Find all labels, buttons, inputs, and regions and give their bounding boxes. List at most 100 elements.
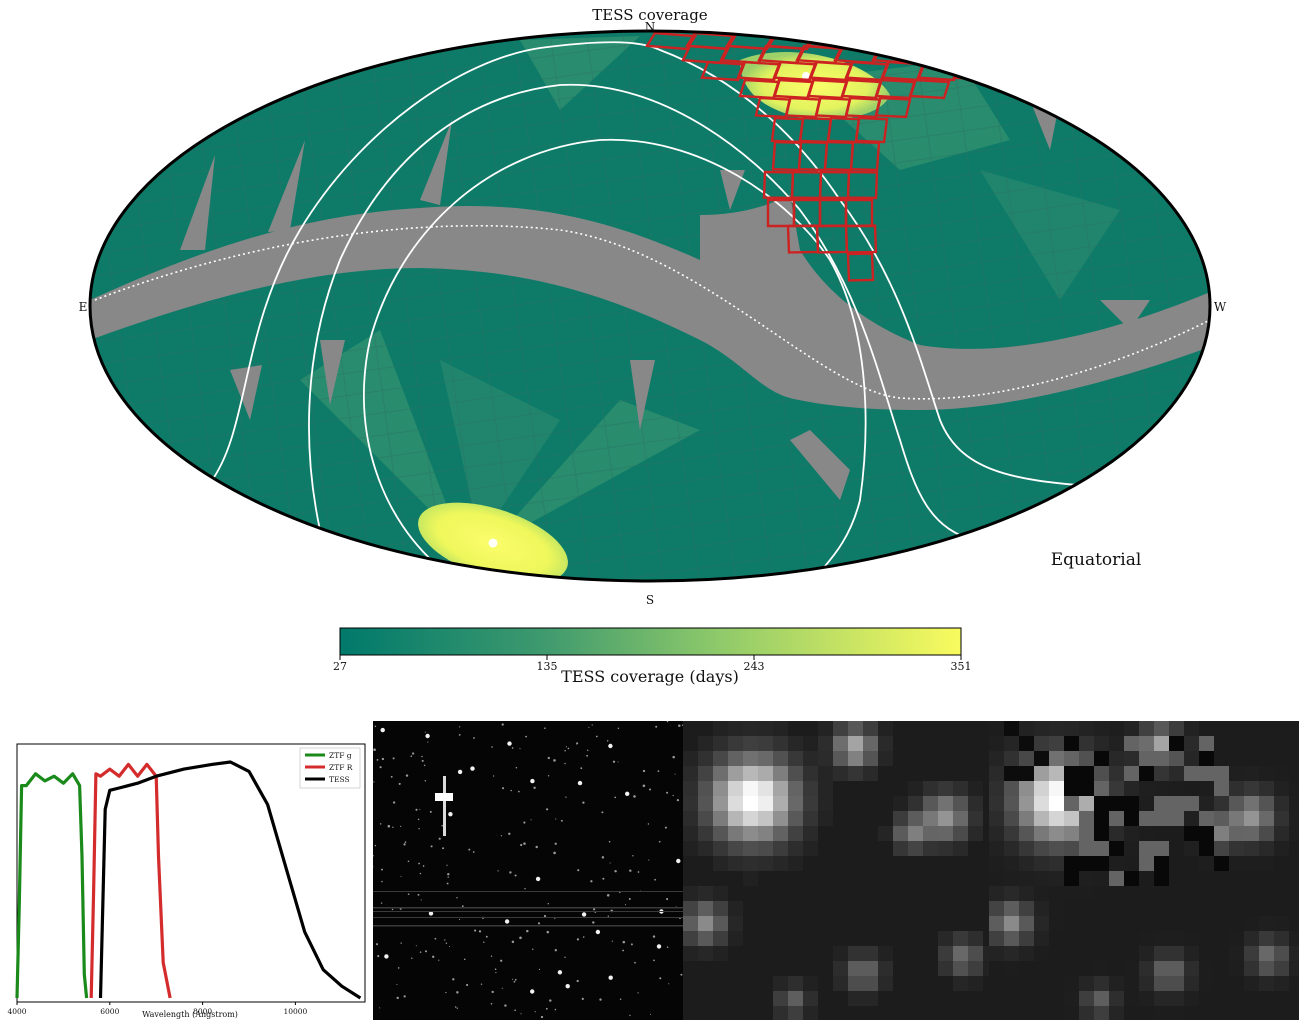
star-85 [504, 919, 510, 924]
pix3-pixel-123 [1259, 796, 1274, 811]
pix3-pixel-390 [1169, 991, 1184, 1006]
pix2-pixel-183 [848, 991, 863, 1006]
star-38 [396, 983, 398, 985]
pix3-pixel-357 [989, 976, 1004, 991]
pix2-pixel-149 [938, 931, 953, 946]
pix3-pixel-295 [1004, 931, 1019, 946]
pix2-pixel-20 [848, 736, 863, 751]
pix3-pixel-416 [1244, 1006, 1259, 1020]
pix2-pixel-138 [698, 901, 713, 916]
pix3-pixel-78 [1214, 766, 1229, 781]
pix3-pixel-196 [1094, 856, 1109, 871]
pix3-pixel-246 [1214, 886, 1229, 901]
pix3-pixel-292 [1274, 916, 1289, 931]
pix2-pixel-117 [743, 841, 758, 856]
pix3-pixel-176 [1109, 841, 1124, 856]
pix2-pixel-175 [848, 976, 863, 991]
star-190 [519, 936, 522, 940]
star-252 [530, 778, 535, 784]
pix3-pixel-48 [1079, 751, 1094, 766]
pix2-pixel-120 [788, 841, 803, 856]
pix3-pixel-37 [1229, 736, 1244, 751]
pix3-pixel-159 [1169, 826, 1184, 841]
star-204 [403, 995, 406, 998]
pix3-pixel-156 [1124, 826, 1139, 841]
pix3-pixel-1 [1004, 721, 1019, 736]
pix3-pixel-281 [1109, 916, 1124, 931]
star-236 [649, 1013, 652, 1015]
star-132 [545, 808, 549, 811]
pix3-pixel-137 [1154, 811, 1169, 826]
pix2-pixel-127 [713, 856, 728, 871]
star-251 [390, 775, 393, 778]
pix3-pixel-8 [1109, 721, 1124, 736]
pix3-pixel-290 [1244, 916, 1259, 931]
pix3-pixel-414 [1214, 1006, 1229, 1020]
pix2-pixel-123 [908, 841, 923, 856]
star-110 [500, 835, 503, 837]
pix3-pixel-359 [1019, 976, 1034, 991]
field-outline-15 [700, 60, 746, 82]
star-137 [423, 764, 426, 767]
star-239 [592, 908, 596, 911]
star-176 [590, 880, 593, 883]
pix3-pixel-418 [1274, 1006, 1289, 1020]
pix2-pixel-2 [743, 721, 758, 736]
pix3-pixel-201 [1169, 856, 1184, 871]
pix3-pixel-39 [1259, 736, 1274, 751]
pix3-pixel-174 [1079, 841, 1094, 856]
filter-xtick-label-1: 6000 [100, 1007, 119, 1016]
pix3-pixel-350 [1199, 961, 1214, 976]
pix3-pixel-222 [1169, 871, 1184, 886]
south-label: S [646, 593, 654, 607]
pix2-pixel-78 [938, 796, 953, 811]
pix2-pixel-152 [683, 946, 698, 961]
pix3-pixel-244 [1184, 886, 1199, 901]
pix2-pixel-100 [728, 826, 743, 841]
star-9 [510, 789, 512, 792]
star-246 [628, 898, 631, 900]
pix3-pixel-269 [1244, 901, 1259, 916]
star-211 [678, 724, 681, 727]
pix3-pixel-225 [1214, 871, 1229, 886]
pix3-pixel-198 [1124, 856, 1139, 871]
star-173 [611, 940, 613, 942]
pix3-pixel-400 [1004, 1006, 1019, 1020]
star-243 [608, 840, 611, 843]
legend-ztf-r: ZTF R [329, 763, 353, 772]
star-15 [581, 912, 587, 917]
pix2-pixel-58 [803, 781, 818, 796]
skymap-title: TESS coverage [592, 6, 708, 24]
star-46 [507, 741, 512, 746]
pix2-pixel-61 [923, 781, 938, 796]
star-131 [478, 930, 482, 933]
pix3-pixel-353 [1244, 961, 1259, 976]
pix3-pixel-160 [1184, 826, 1199, 841]
star-226 [400, 942, 402, 944]
pix3-pixel-133 [1094, 811, 1109, 826]
pix3-pixel-273 [989, 916, 1004, 931]
field-outline-41 [849, 140, 881, 172]
pix2-pixel-148 [728, 931, 743, 946]
pix2-pixel-158 [878, 946, 893, 961]
pix2-pixel-47 [833, 766, 848, 781]
star-120 [547, 902, 550, 905]
pix3-pixel-140 [1199, 811, 1214, 826]
pix3-pixel-131 [1064, 811, 1079, 826]
pix2-pixel-169 [968, 961, 983, 976]
pix2-pixel-28 [758, 751, 773, 766]
star-87 [680, 973, 683, 976]
pix2-pixel-122 [893, 841, 908, 856]
star-144 [392, 757, 395, 760]
pix3-pixel-12 [1169, 721, 1184, 736]
pix3-pixel-52 [1139, 751, 1154, 766]
star-75 [656, 944, 662, 949]
pix2-pixel-84 [728, 811, 743, 826]
pix2-pixel-142 [698, 916, 713, 931]
star-2 [554, 842, 557, 845]
pix2-pixel-76 [908, 796, 923, 811]
star-4 [580, 767, 583, 770]
star-29 [424, 731, 426, 733]
pix3-pixel-87 [1034, 781, 1049, 796]
pix3-pixel-97 [1184, 781, 1199, 796]
